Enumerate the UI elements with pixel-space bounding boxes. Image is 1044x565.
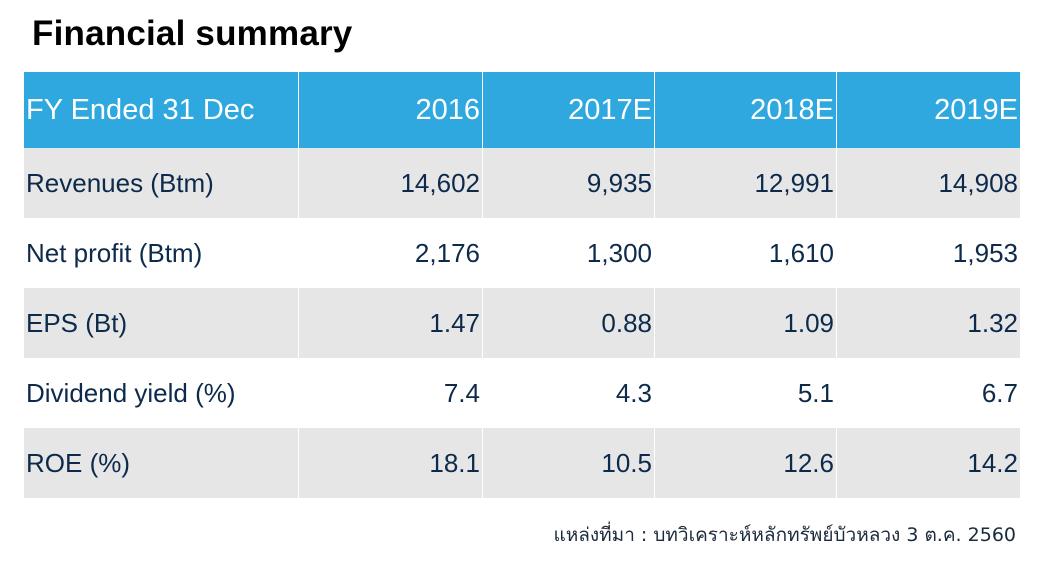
table-header-row: FY Ended 31 Dec 2016 2017E 2018E 2019E: [24, 72, 1020, 148]
table-cell: 14,602: [298, 148, 482, 218]
row-label: Net profit (Btm): [26, 237, 203, 268]
header-label: FY Ended 31 Dec: [26, 93, 255, 126]
header-year: 2019E: [836, 72, 1020, 148]
row-label: Dividend yield (%): [26, 377, 236, 408]
table-cell: 1.47: [298, 288, 482, 358]
header-year: 2017E: [482, 72, 654, 148]
table-cell: 1,300: [482, 218, 654, 288]
table-cell: 18.1: [298, 428, 482, 498]
table-row: Revenues (Btm) 14,602 9,935 12,991 14,90…: [24, 148, 1020, 218]
header-year: 2018E: [654, 72, 836, 148]
table-cell: 1.32: [836, 288, 1020, 358]
table-cell: 4.3: [482, 358, 654, 428]
table-cell: 10.5: [482, 428, 654, 498]
table-cell: 5.1: [654, 358, 836, 428]
header-year: 2016: [298, 72, 482, 148]
page-title: Financial summary: [32, 14, 353, 53]
source-note: แหล่งที่มา : บทวิเคราะห์หลักทรัพย์บัวหลว…: [553, 524, 1016, 546]
table-cell: 14,908: [836, 148, 1020, 218]
row-label: ROE (%): [26, 447, 130, 478]
table-cell: 6.7: [836, 358, 1020, 428]
table-cell: 7.4: [298, 358, 482, 428]
table-cell: 1,610: [654, 218, 836, 288]
table-row: Dividend yield (%) 7.4 4.3 5.1 6.7: [24, 358, 1020, 428]
table-cell: 12.6: [654, 428, 836, 498]
table-row: ROE (%) 18.1 10.5 12.6 14.2: [24, 428, 1020, 498]
table-cell: 14.2: [836, 428, 1020, 498]
row-label: Revenues (Btm): [26, 167, 214, 198]
table-cell: 9,935: [482, 148, 654, 218]
table-cell: 1.09: [654, 288, 836, 358]
table-row: EPS (Bt) 1.47 0.88 1.09 1.32: [24, 288, 1020, 358]
table-cell: 0.88: [482, 288, 654, 358]
table-cell: 12,991: [654, 148, 836, 218]
row-label: EPS (Bt): [26, 307, 128, 338]
financial-summary-table: FY Ended 31 Dec 2016 2017E 2018E 2019E R…: [24, 72, 1020, 498]
table-cell: 2,176: [298, 218, 482, 288]
table-row: Net profit (Btm) 2,176 1,300 1,610 1,953: [24, 218, 1020, 288]
table-cell: 1,953: [836, 218, 1020, 288]
